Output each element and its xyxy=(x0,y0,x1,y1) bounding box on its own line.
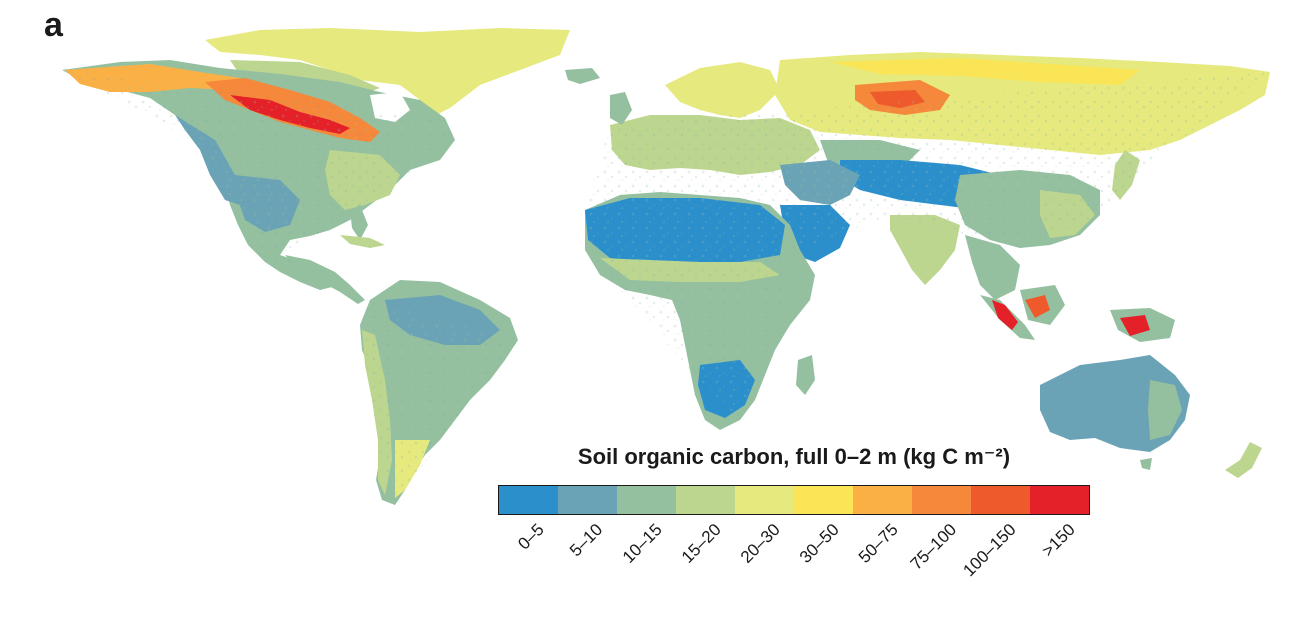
cuba xyxy=(340,235,385,248)
legend-color-bar xyxy=(498,485,1090,515)
legend-class-label: 100–150 xyxy=(959,520,1020,581)
legend-swatch xyxy=(617,486,676,514)
uk xyxy=(610,92,632,125)
legend-swatch xyxy=(853,486,912,514)
legend-class-label: 75–100 xyxy=(906,520,960,574)
iceland xyxy=(565,68,600,84)
legend-swatch xyxy=(971,486,1030,514)
legend-class-label: 30–50 xyxy=(795,520,843,568)
legend-labels: 0–5 5–10 10–15 15–20 20–30 30–50 50–75 75–100 10… xyxy=(498,518,1090,598)
legend-class-label: >150 xyxy=(1038,520,1079,561)
legend-class-label: 10–15 xyxy=(618,520,666,568)
legend-swatch xyxy=(676,486,735,514)
madagascar xyxy=(796,355,815,395)
legend-class-label: 5–10 xyxy=(566,520,607,561)
new-zealand xyxy=(1225,442,1262,478)
tasmania xyxy=(1140,458,1152,470)
legend-swatch xyxy=(499,486,558,514)
legend-swatch xyxy=(558,486,617,514)
scandinavia xyxy=(665,62,780,118)
legend-title: Soil organic carbon, full 0–2 m (kg C m⁻… xyxy=(498,444,1090,470)
legend-class-label: 50–75 xyxy=(854,520,902,568)
legend-swatch xyxy=(735,486,794,514)
legend-class-label: 15–20 xyxy=(677,520,725,568)
legend-class-label: 0–5 xyxy=(514,520,548,554)
legend-swatch xyxy=(1030,486,1089,514)
legend-swatch xyxy=(912,486,971,514)
legend-class-label: 20–30 xyxy=(736,520,784,568)
legend-swatch xyxy=(794,486,853,514)
